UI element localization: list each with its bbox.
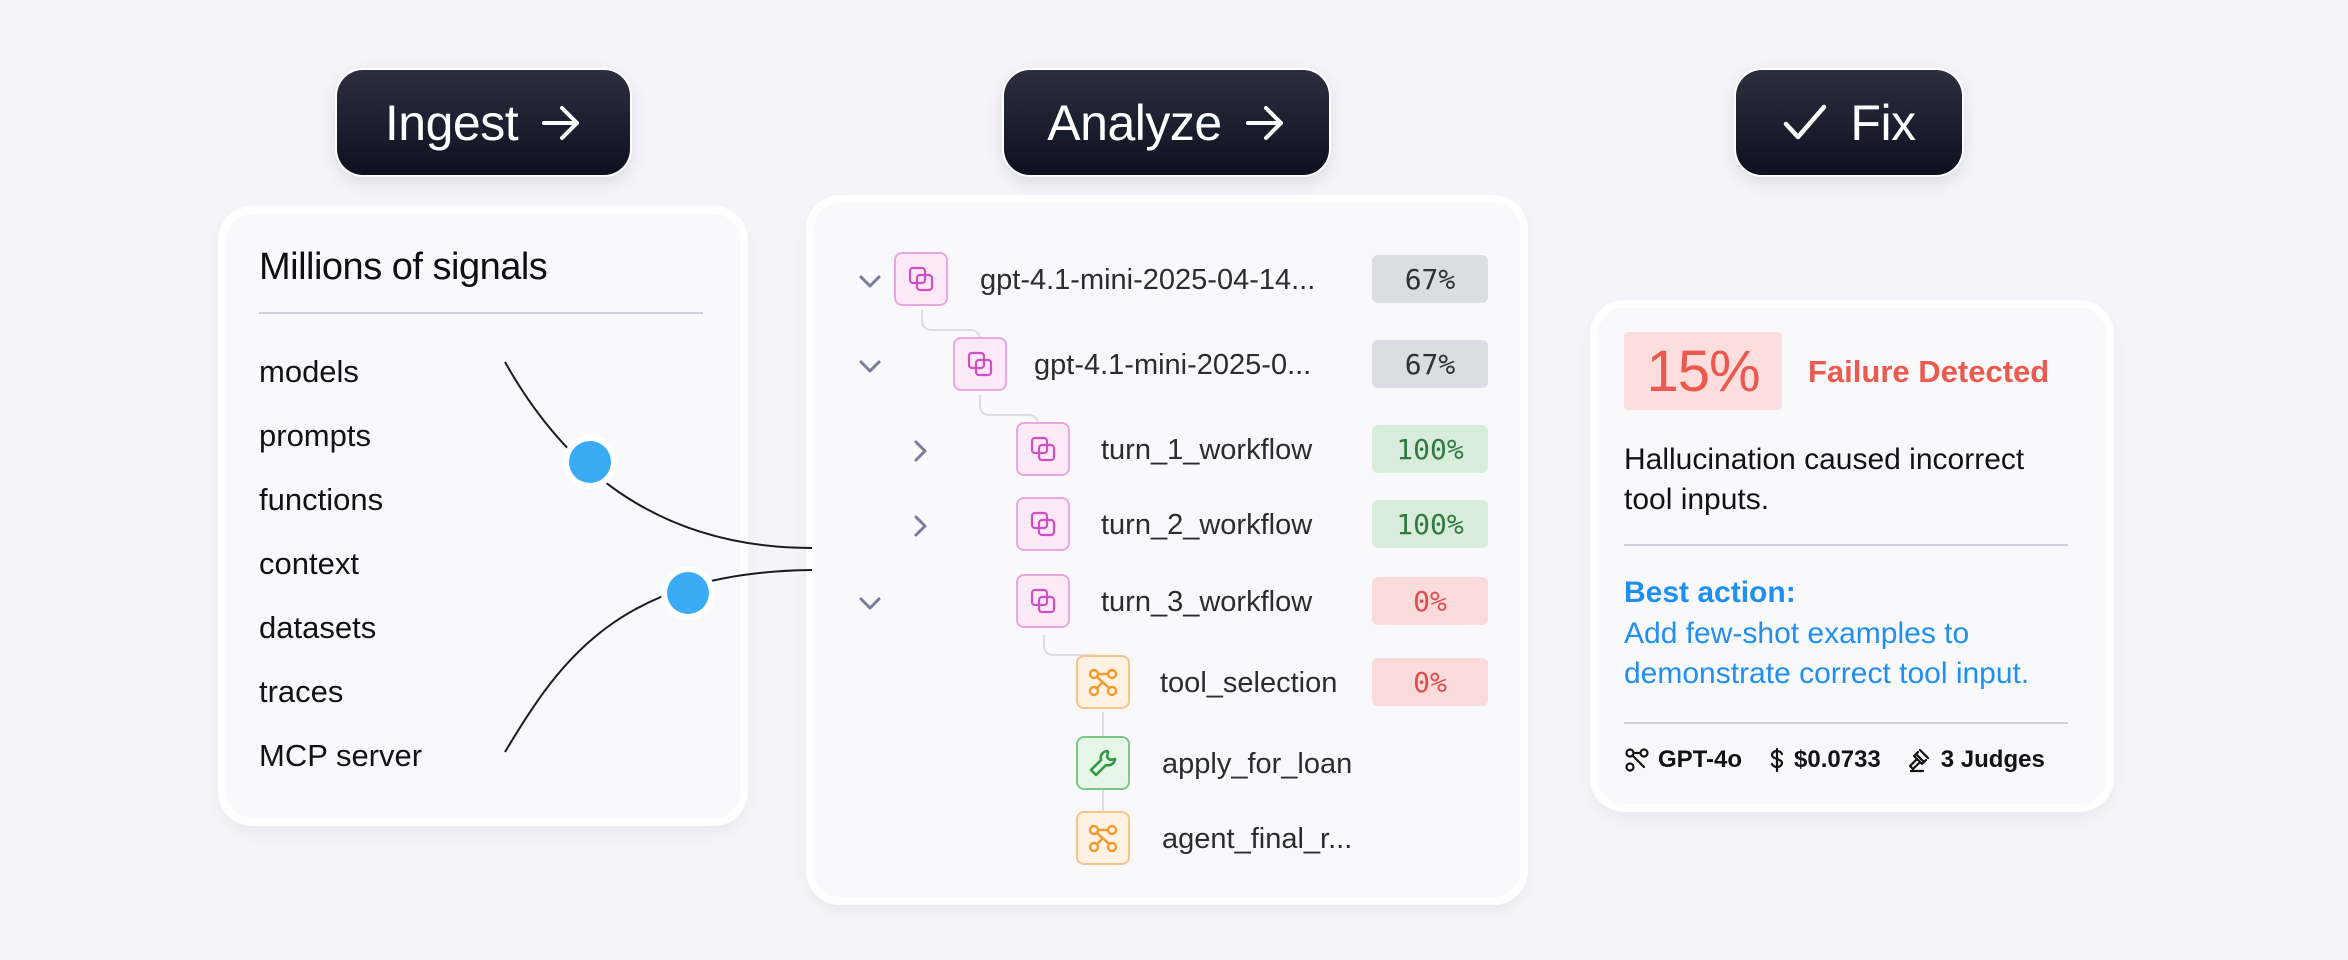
- failure-detected-label: Failure Detected: [1808, 354, 2050, 389]
- check-icon: [1784, 104, 1827, 139]
- signals-title: Millions of signals: [259, 246, 548, 288]
- chevron-down-icon[interactable]: [855, 588, 885, 618]
- analyze-label: Analyze: [1047, 94, 1222, 151]
- copy-icon: [1016, 422, 1070, 476]
- chevron-right-icon[interactable]: [905, 511, 935, 541]
- signal-item-traces: traces: [259, 674, 344, 709]
- signal-item-mcp-server: MCP server: [259, 738, 423, 773]
- best-action-label: Best action:: [1624, 576, 1796, 609]
- fix-card: 15% Failure Detected Hallucination cause…: [1598, 308, 2106, 804]
- fix-label: Fix: [1850, 94, 1916, 151]
- divider: [1624, 722, 2068, 724]
- copy-icon: [894, 252, 948, 306]
- signal-item-prompts: prompts: [259, 418, 371, 453]
- copy-icon: [1016, 497, 1070, 551]
- tree-node-label: apply_for_loan: [1162, 748, 1353, 780]
- best-action-text[interactable]: Add few-shot examples to demonstrate cor…: [1624, 617, 2030, 690]
- divider: [1624, 544, 2068, 546]
- failure-percent: 15%: [1624, 332, 1782, 410]
- signal-item-models: models: [259, 354, 359, 389]
- signals-card: Millions of signals models prompts funct…: [226, 214, 740, 818]
- cost-meta: $0.0733: [1768, 746, 1881, 774]
- fix-meta-row: GPT-4o $0.0733 3 Judges: [1624, 746, 2045, 774]
- tree-node-label: turn_3_workflow: [1101, 586, 1313, 618]
- score-badge: 100%: [1372, 425, 1488, 473]
- tree-node-label: turn_1_workflow: [1101, 434, 1313, 466]
- fix-stage-button[interactable]: Fix: [1736, 70, 1962, 175]
- judges-count: 3 Judges: [1940, 746, 2045, 773]
- chevron-down-icon[interactable]: [855, 266, 885, 296]
- arrow-right-icon: [542, 105, 580, 140]
- score-badge: 0%: [1372, 658, 1488, 706]
- tree-node-label: gpt-4.1-mini-2025-04-14...: [980, 264, 1316, 296]
- ingest-label: Ingest: [384, 94, 519, 151]
- signal-item-datasets: datasets: [259, 610, 377, 645]
- model-name: GPT-4o: [1658, 746, 1743, 773]
- model-meta: GPT-4o: [1624, 746, 1742, 774]
- wrench-icon: [1076, 736, 1130, 790]
- copy-icon: [1016, 574, 1070, 628]
- tree-node-label: gpt-4.1-mini-2025-0...: [1034, 349, 1312, 381]
- score-badge: 0%: [1372, 577, 1488, 625]
- chevron-right-icon[interactable]: [905, 436, 935, 466]
- dollar-icon: [1770, 747, 1784, 773]
- branch-icon: [1076, 811, 1130, 865]
- chevron-down-icon[interactable]: [855, 351, 885, 381]
- failure-description: Hallucination caused incorrect tool inpu…: [1624, 443, 2025, 516]
- tree-node-label: agent_final_r...: [1162, 823, 1353, 855]
- analyze-stage-button[interactable]: Analyze: [1004, 70, 1329, 175]
- tree-node-label: tool_selection: [1160, 667, 1338, 699]
- score-badge: 100%: [1372, 500, 1488, 548]
- gavel-icon: [1908, 748, 1929, 773]
- model-icon: [1625, 748, 1649, 772]
- cost-value: $0.0733: [1794, 746, 1881, 773]
- score-badge: 67%: [1372, 255, 1488, 303]
- divider: [259, 312, 703, 314]
- trace-tree-card: [814, 203, 1520, 897]
- ingest-stage-button[interactable]: Ingest: [337, 70, 630, 175]
- score-badge: 67%: [1372, 340, 1488, 388]
- judges-meta: 3 Judges: [1907, 746, 2045, 774]
- signal-item-functions: functions: [259, 482, 384, 517]
- arrow-right-icon: [1245, 105, 1283, 140]
- tree-node-label: turn_2_workflow: [1101, 509, 1313, 541]
- signal-item-context: context: [259, 546, 359, 581]
- copy-icon: [953, 337, 1007, 391]
- branch-icon: [1076, 655, 1130, 709]
